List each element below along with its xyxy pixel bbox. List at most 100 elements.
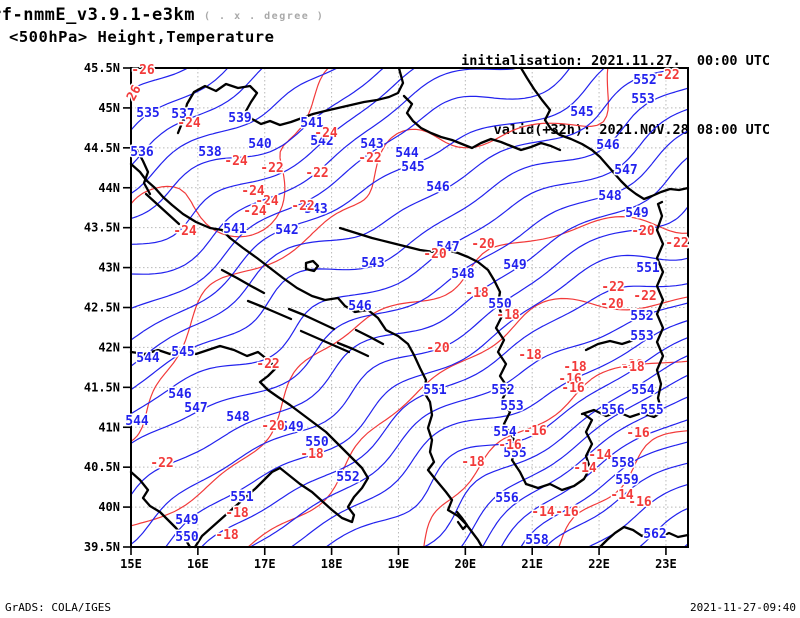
contour-label: -24 (314, 126, 338, 141)
contour-label: 555 (640, 403, 663, 418)
contour-label: 558 (525, 533, 549, 548)
creation-timestamp: 2021-11-27-09:40 (690, 601, 796, 614)
grads-credit: GrADS: COLA/IGES (5, 601, 111, 614)
run-times: initialisation: 2021.11.27. 00:00 UTC va… (430, 4, 770, 165)
contour-label: -24 (243, 204, 267, 219)
lat-label: 43N (98, 261, 120, 275)
contour-label: 549 (503, 258, 526, 273)
lat-label: 44.5N (84, 141, 120, 155)
lat-label: 39.5N (84, 540, 120, 554)
contour-label: -16 (626, 426, 650, 441)
contour-label: 555 (503, 446, 526, 461)
lat-label: 42.5N (84, 301, 120, 315)
contour-label: 548 (598, 189, 622, 204)
contour-label: 542 (310, 134, 333, 149)
contour-label: 558 (611, 456, 635, 471)
contour-label: 545 (570, 105, 593, 120)
contour-label: 552 (491, 383, 514, 398)
lon-label: 20E (454, 557, 476, 571)
contour-label: -14 (588, 448, 612, 463)
contour-label: 537 (171, 107, 194, 122)
lat-label: 44N (98, 181, 120, 195)
contour-label: 544 (136, 351, 160, 366)
contour-label: 546 (348, 299, 372, 314)
map-frame: 45.5N 45N 44.5N 44N 43.5N 43N 42.5N 42N 41.5N 41N… (84, 61, 689, 571)
contour-label: 543 (360, 137, 383, 152)
contour-label: 541 (223, 222, 247, 237)
contour-label: -24 (173, 224, 197, 239)
contour-label: -18 (465, 286, 489, 301)
contour-label: -24 (224, 154, 248, 169)
contour-label: 546 (596, 138, 620, 153)
contour-label: -18 (563, 360, 587, 375)
lon-label: 17E (254, 557, 276, 571)
contour-label: -24 (255, 194, 279, 209)
contour-label: 554 (631, 383, 655, 398)
lat-label: 45N (98, 101, 120, 115)
lat-label: 45.5N (84, 61, 120, 75)
contour-label: 544 (125, 414, 149, 429)
contour-label: -22 (633, 289, 656, 304)
model-subtitle: ( . x . degree ) (204, 11, 325, 22)
lon-label: 22E (588, 557, 610, 571)
lat-label: 40.5N (84, 460, 120, 474)
temperature-contours (130, 67, 689, 548)
contour-label: -18 (215, 528, 239, 543)
contour-label: -18 (225, 506, 249, 521)
contour-label: -18 (518, 348, 542, 363)
contour-label: -16 (498, 438, 522, 453)
contour-label: -22 (260, 161, 283, 176)
lat-label: 42N (98, 340, 120, 354)
contour-label: -20 (261, 419, 285, 434)
contour-label: 551 (423, 383, 447, 398)
contour-label: 542 (275, 223, 298, 238)
contour-label: 553 (631, 92, 654, 107)
contour-label: 544 (395, 146, 419, 161)
contour-label: 549 (175, 513, 198, 528)
contour-label: 547 (436, 240, 459, 255)
contour-label: 550 (305, 435, 329, 450)
contour-label: 553 (500, 399, 523, 414)
contour-label: 550 (488, 297, 512, 312)
contour-label: 547 (614, 163, 637, 178)
lon-label: 15E (120, 557, 142, 571)
contour-label: 551 (230, 490, 254, 505)
contour-label: 540 (248, 137, 272, 152)
contour-label: -18 (621, 360, 645, 375)
contour-label: -14 (573, 461, 597, 476)
lon-label: 18E (321, 557, 343, 571)
contour-label: 559 (615, 473, 638, 488)
contour-label: -20 (423, 247, 447, 262)
contour-label: 549 (625, 206, 648, 221)
contour-label: -16 (555, 505, 579, 520)
contour-label: 548 (451, 267, 475, 282)
contour-label: 562 (643, 527, 666, 542)
contour-label: -18 (300, 447, 324, 462)
contour-label: -18 (496, 308, 520, 323)
contour-label: -16 (558, 372, 582, 387)
contour-label: -18 (461, 455, 485, 470)
contour-label: 543 (304, 202, 327, 217)
contour-label: 543 (361, 256, 384, 271)
lon-label: 21E (521, 557, 543, 571)
contour-label: -20 (600, 297, 624, 312)
contour-label: 541 (300, 116, 324, 131)
model-title: rf-nmmE_v3.9.1-e3km (0, 5, 195, 25)
contour-label: 552 (336, 470, 359, 485)
contour-label: 556 (495, 491, 519, 506)
contour-label: -26 (131, 63, 155, 78)
contour-label: 553 (630, 329, 653, 344)
lat-label: 43.5N (84, 221, 120, 235)
contour-label: -20 (471, 237, 495, 252)
contour-label: 535 (136, 106, 159, 121)
contour-label: 552 (633, 73, 656, 88)
field-title: <500hPa> Height,Temperature (9, 28, 275, 46)
contour-label: -14 (531, 505, 555, 520)
contour-label: 548 (226, 410, 250, 425)
contour-label: -14 (610, 488, 634, 503)
contour-label: -22 (256, 357, 279, 372)
lat-label: 41.5N (84, 380, 120, 394)
contour-label: 551 (636, 261, 660, 276)
